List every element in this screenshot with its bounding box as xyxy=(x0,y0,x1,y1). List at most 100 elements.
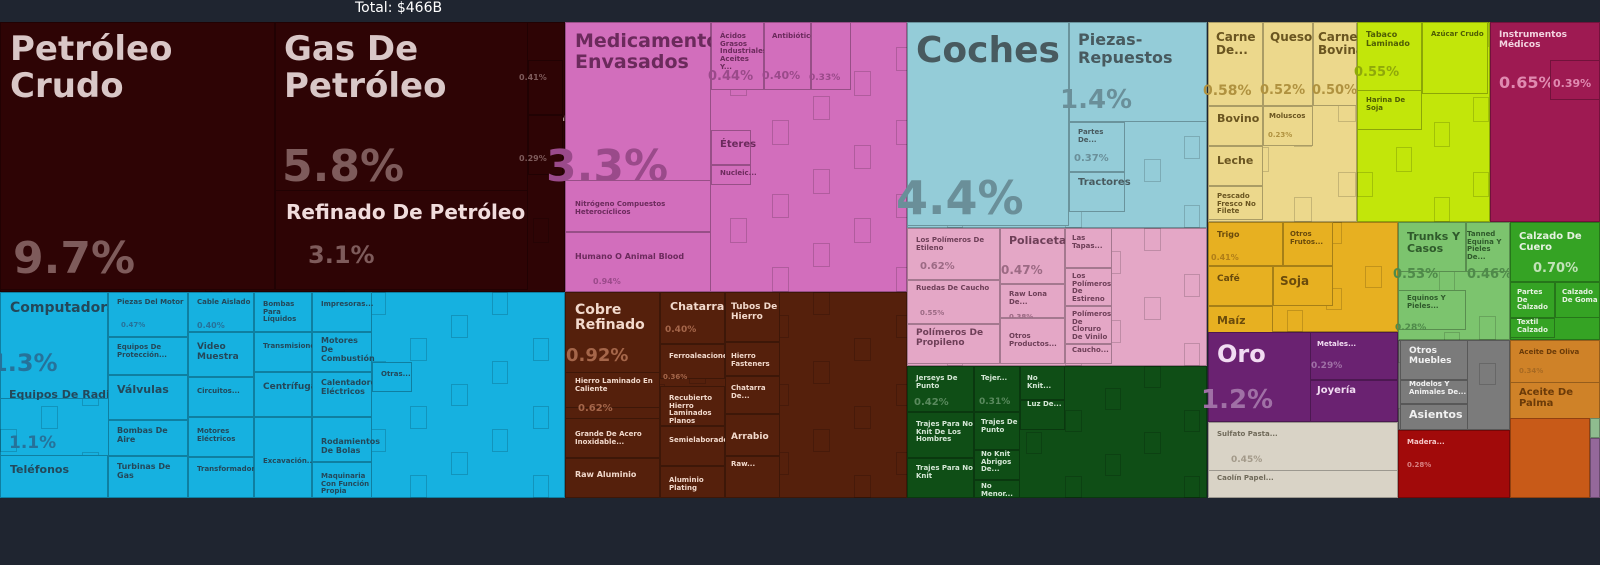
treemap-tile[interactable]: Chatarra De... xyxy=(725,376,780,414)
treemap-tile[interactable]: Raw Lona De... 0.38% xyxy=(1000,284,1065,321)
treemap-tile[interactable]: Ácidos Grasos Industriales, Aceites Y...… xyxy=(708,22,770,90)
treemap-tile[interactable]: Nucleic... xyxy=(711,165,757,185)
treemap-tile[interactable]: Teléfonos xyxy=(0,455,108,498)
treemap-tile[interactable]: Arrabio xyxy=(725,414,780,456)
treemap-tile[interactable]: Hierro Laminado En Caliente 0.62% xyxy=(565,372,660,414)
treemap-tile[interactable]: Hierro Fasteners xyxy=(725,342,780,376)
treemap-tile[interactable]: Raw Aluminio xyxy=(565,458,660,498)
treemap-tile[interactable]: Éteres xyxy=(711,130,756,165)
treemap-tile[interactable]: Ruedas De Caucho 0.55% xyxy=(907,280,1000,324)
treemap-tile[interactable] xyxy=(1590,418,1600,438)
treemap-tile[interactable]: Equipos De Protección... xyxy=(108,337,188,375)
treemap-tile[interactable]: Centrífugas xyxy=(254,372,322,417)
treemap-tile[interactable]: Tanned Equina Y Pieles De... 0.46% xyxy=(1466,222,1512,282)
treemap-tile[interactable]: Computadoras 1.3% xyxy=(0,292,125,399)
treemap-tile[interactable]: Nitrógeno Compuestos Heterocíclicos1.0% xyxy=(565,180,711,241)
treemap-tile[interactable]: No Knit... xyxy=(1020,366,1065,400)
treemap-tile[interactable]: Coches 4.4% xyxy=(896,22,1069,226)
treemap-tile[interactable]: Harina De Soja xyxy=(1357,90,1422,130)
treemap-tile[interactable]: Mineral De Hierro0.41% xyxy=(519,60,567,138)
treemap-tile[interactable]: Moluscos 0.23% xyxy=(1263,106,1313,146)
treemap-tile[interactable]: Tractores xyxy=(1069,172,1131,212)
treemap-tile[interactable]: Ferroaleaciones 0.36% xyxy=(660,344,732,381)
treemap-tile[interactable]: Motores Eléctricos xyxy=(188,417,254,457)
treemap-tile[interactable]: Transmisiones xyxy=(254,332,319,372)
treemap-tile[interactable]: Partes De... 0.37% xyxy=(1069,122,1125,172)
treemap-tile[interactable]: Petróleo Crudo 9.7% xyxy=(0,22,275,290)
treemap-tile[interactable]: Rodamientos De Bolas xyxy=(312,417,380,462)
treemap-tile[interactable]: 0.29% xyxy=(519,115,563,175)
treemap-tile[interactable]: Refinado De Petróleo 3.1% xyxy=(275,190,528,290)
treemap-tile[interactable]: Azúcar Crudo xyxy=(1422,22,1488,94)
treemap-tile[interactable]: Trunks Y Casos 0.53% xyxy=(1393,222,1466,282)
treemap-tile[interactable]: Textil Calzado xyxy=(1510,318,1555,338)
treemap-tile[interactable]: Calzado De Cuero 0.70% xyxy=(1510,222,1600,282)
treemap-tile[interactable]: Bombas Para Líquidos xyxy=(254,292,312,332)
treemap-tile[interactable]: Circuitos... xyxy=(188,377,254,417)
treemap-tile[interactable]: Los Polímeros De Estireno xyxy=(1065,268,1112,306)
treemap-tile[interactable]: Caucho... xyxy=(1065,344,1112,364)
treemap-tile[interactable]: Modelos Y Animales De... xyxy=(1400,380,1468,404)
treemap-tile[interactable]: Turbinas De Gas xyxy=(108,456,188,498)
treemap-tile[interactable]: Carne Bovina 0.50% xyxy=(1312,22,1364,106)
treemap-tile[interactable]: Jerseys De Punto 0.42% xyxy=(907,366,974,412)
treemap-tile[interactable]: Trajes De Punto xyxy=(974,412,1020,450)
treemap-tile[interactable]: Piezas-Repuestos 1.4% xyxy=(1060,22,1207,122)
treemap-tile[interactable]: Calzado De Goma xyxy=(1555,282,1600,318)
treemap-tile[interactable]: Tabaco Laminado 0.55% xyxy=(1354,22,1422,94)
treemap-tile[interactable]: Grande De Acero Inoxidable... xyxy=(565,418,660,458)
treemap-tile[interactable]: Otros Frutos... xyxy=(1283,222,1333,266)
treemap-tile[interactable]: Caolín Papel... xyxy=(1208,470,1398,498)
treemap-tile[interactable]: Raw... xyxy=(725,456,780,498)
treemap-tile[interactable]: Polímeros De Propileno xyxy=(907,324,1000,364)
treemap-tile[interactable]: Motores De Combustión xyxy=(312,332,375,372)
treemap-tile[interactable]: Café xyxy=(1208,266,1273,306)
treemap-tile[interactable]: Pescado Fresco No Filete xyxy=(1208,186,1263,220)
treemap-tile[interactable]: Polímeros De Cloruro De Vinilo xyxy=(1065,306,1112,344)
treemap-tile[interactable]: Tejer... 0.31% xyxy=(974,366,1020,412)
treemap-tile[interactable]: Queso 0.52% xyxy=(1260,22,1313,106)
treemap-tile[interactable]: Instrumentos Médicos 0.65% xyxy=(1490,22,1600,222)
treemap-tile[interactable]: 0.33% xyxy=(809,22,851,90)
treemap-tile[interactable]: Impresoras... xyxy=(312,292,373,332)
treemap-tile[interactable]: Bovino xyxy=(1208,106,1263,146)
treemap-tile[interactable]: No Menor... xyxy=(974,480,1020,498)
treemap-tile[interactable]: 0.39% xyxy=(1550,60,1600,100)
treemap-tile[interactable]: Chatarra 0.40% xyxy=(660,292,725,344)
treemap-tile[interactable]: Asientos xyxy=(1400,404,1468,430)
treemap-tile[interactable]: Los Polímeros De Etileno 0.62% xyxy=(907,228,1000,280)
treemap-tile[interactable]: Recubierto Hierro Laminados Planos xyxy=(660,386,725,426)
treemap-tile[interactable]: Válvulas xyxy=(108,375,188,420)
treemap-tile[interactable]: Equinos Y Pieles... 0.28% xyxy=(1395,290,1466,333)
treemap-tile[interactable]: Antibióticos 0.40% xyxy=(762,22,819,90)
treemap-tile[interactable]: Poliacetales 0.47% xyxy=(1000,228,1084,284)
treemap-tile[interactable]: Carne De... 0.58% xyxy=(1203,22,1263,106)
treemap-tile[interactable]: Leche xyxy=(1208,146,1263,186)
treemap-tile[interactable]: Otros Productos... xyxy=(1000,318,1065,364)
treemap-tile[interactable]: Excavación... xyxy=(254,417,315,498)
treemap-tile[interactable]: Madera... 0.28% xyxy=(1398,430,1510,498)
treemap-tile[interactable]: Video Muestra xyxy=(188,332,254,377)
treemap-tile[interactable]: Maquinaria Con Función Propia xyxy=(312,462,372,498)
treemap-tile[interactable]: No Knit Abrigos De... xyxy=(974,450,1020,480)
treemap-tile[interactable]: Las Tapas... xyxy=(1065,228,1112,268)
treemap-tile[interactable]: Semielaborados... xyxy=(660,426,740,466)
treemap-tile[interactable]: Otros Muebles xyxy=(1400,340,1468,380)
treemap-tile[interactable]: Tubos De Hierro xyxy=(725,292,780,342)
treemap-tile[interactable]: Otras... xyxy=(372,362,412,392)
treemap-tile[interactable]: Aceite De Palma xyxy=(1510,382,1600,422)
treemap-tile[interactable]: Cable Aislado 0.40% xyxy=(188,292,254,332)
treemap-tile[interactable]: Calentadores Eléctricos xyxy=(312,372,381,417)
treemap-tile[interactable]: Bombas De Aire xyxy=(108,420,188,456)
treemap-tile[interactable]: Partes De Calzado xyxy=(1510,282,1555,318)
treemap-tile[interactable]: Aluminio Plating xyxy=(660,466,725,498)
treemap-tile[interactable]: Trajes Para No Knit xyxy=(907,458,974,498)
treemap-tile[interactable]: Metales... 0.29% xyxy=(1310,332,1398,380)
treemap-tile[interactable]: Trajes Para No Knit De Los Hombres xyxy=(907,412,974,458)
treemap-tile[interactable]: Transformadores... xyxy=(188,457,272,498)
treemap-tile[interactable]: Piezas Del Motor 0.47% xyxy=(108,292,188,337)
treemap-tile[interactable]: Joyería xyxy=(1310,380,1398,422)
treemap-tile[interactable] xyxy=(1510,418,1590,498)
treemap-tile[interactable]: Humano O Animal Blood 0.94% xyxy=(565,232,711,292)
treemap-tile[interactable] xyxy=(1590,438,1600,498)
